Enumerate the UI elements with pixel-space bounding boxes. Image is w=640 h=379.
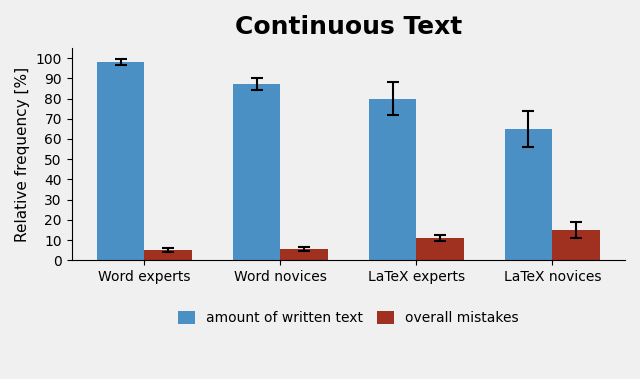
Bar [505, 129, 552, 260]
Legend: amount of written text, overall mistakes: amount of written text, overall mistakes [173, 306, 524, 331]
Bar [97, 62, 145, 260]
Bar [280, 249, 328, 260]
Y-axis label: Relative frequency [%]: Relative frequency [%] [15, 67, 30, 242]
Bar [145, 251, 192, 260]
Bar [233, 85, 280, 260]
Bar [552, 230, 600, 260]
Bar [369, 99, 416, 260]
Bar [416, 238, 464, 260]
Title: Continuous Text: Continuous Text [235, 15, 462, 39]
